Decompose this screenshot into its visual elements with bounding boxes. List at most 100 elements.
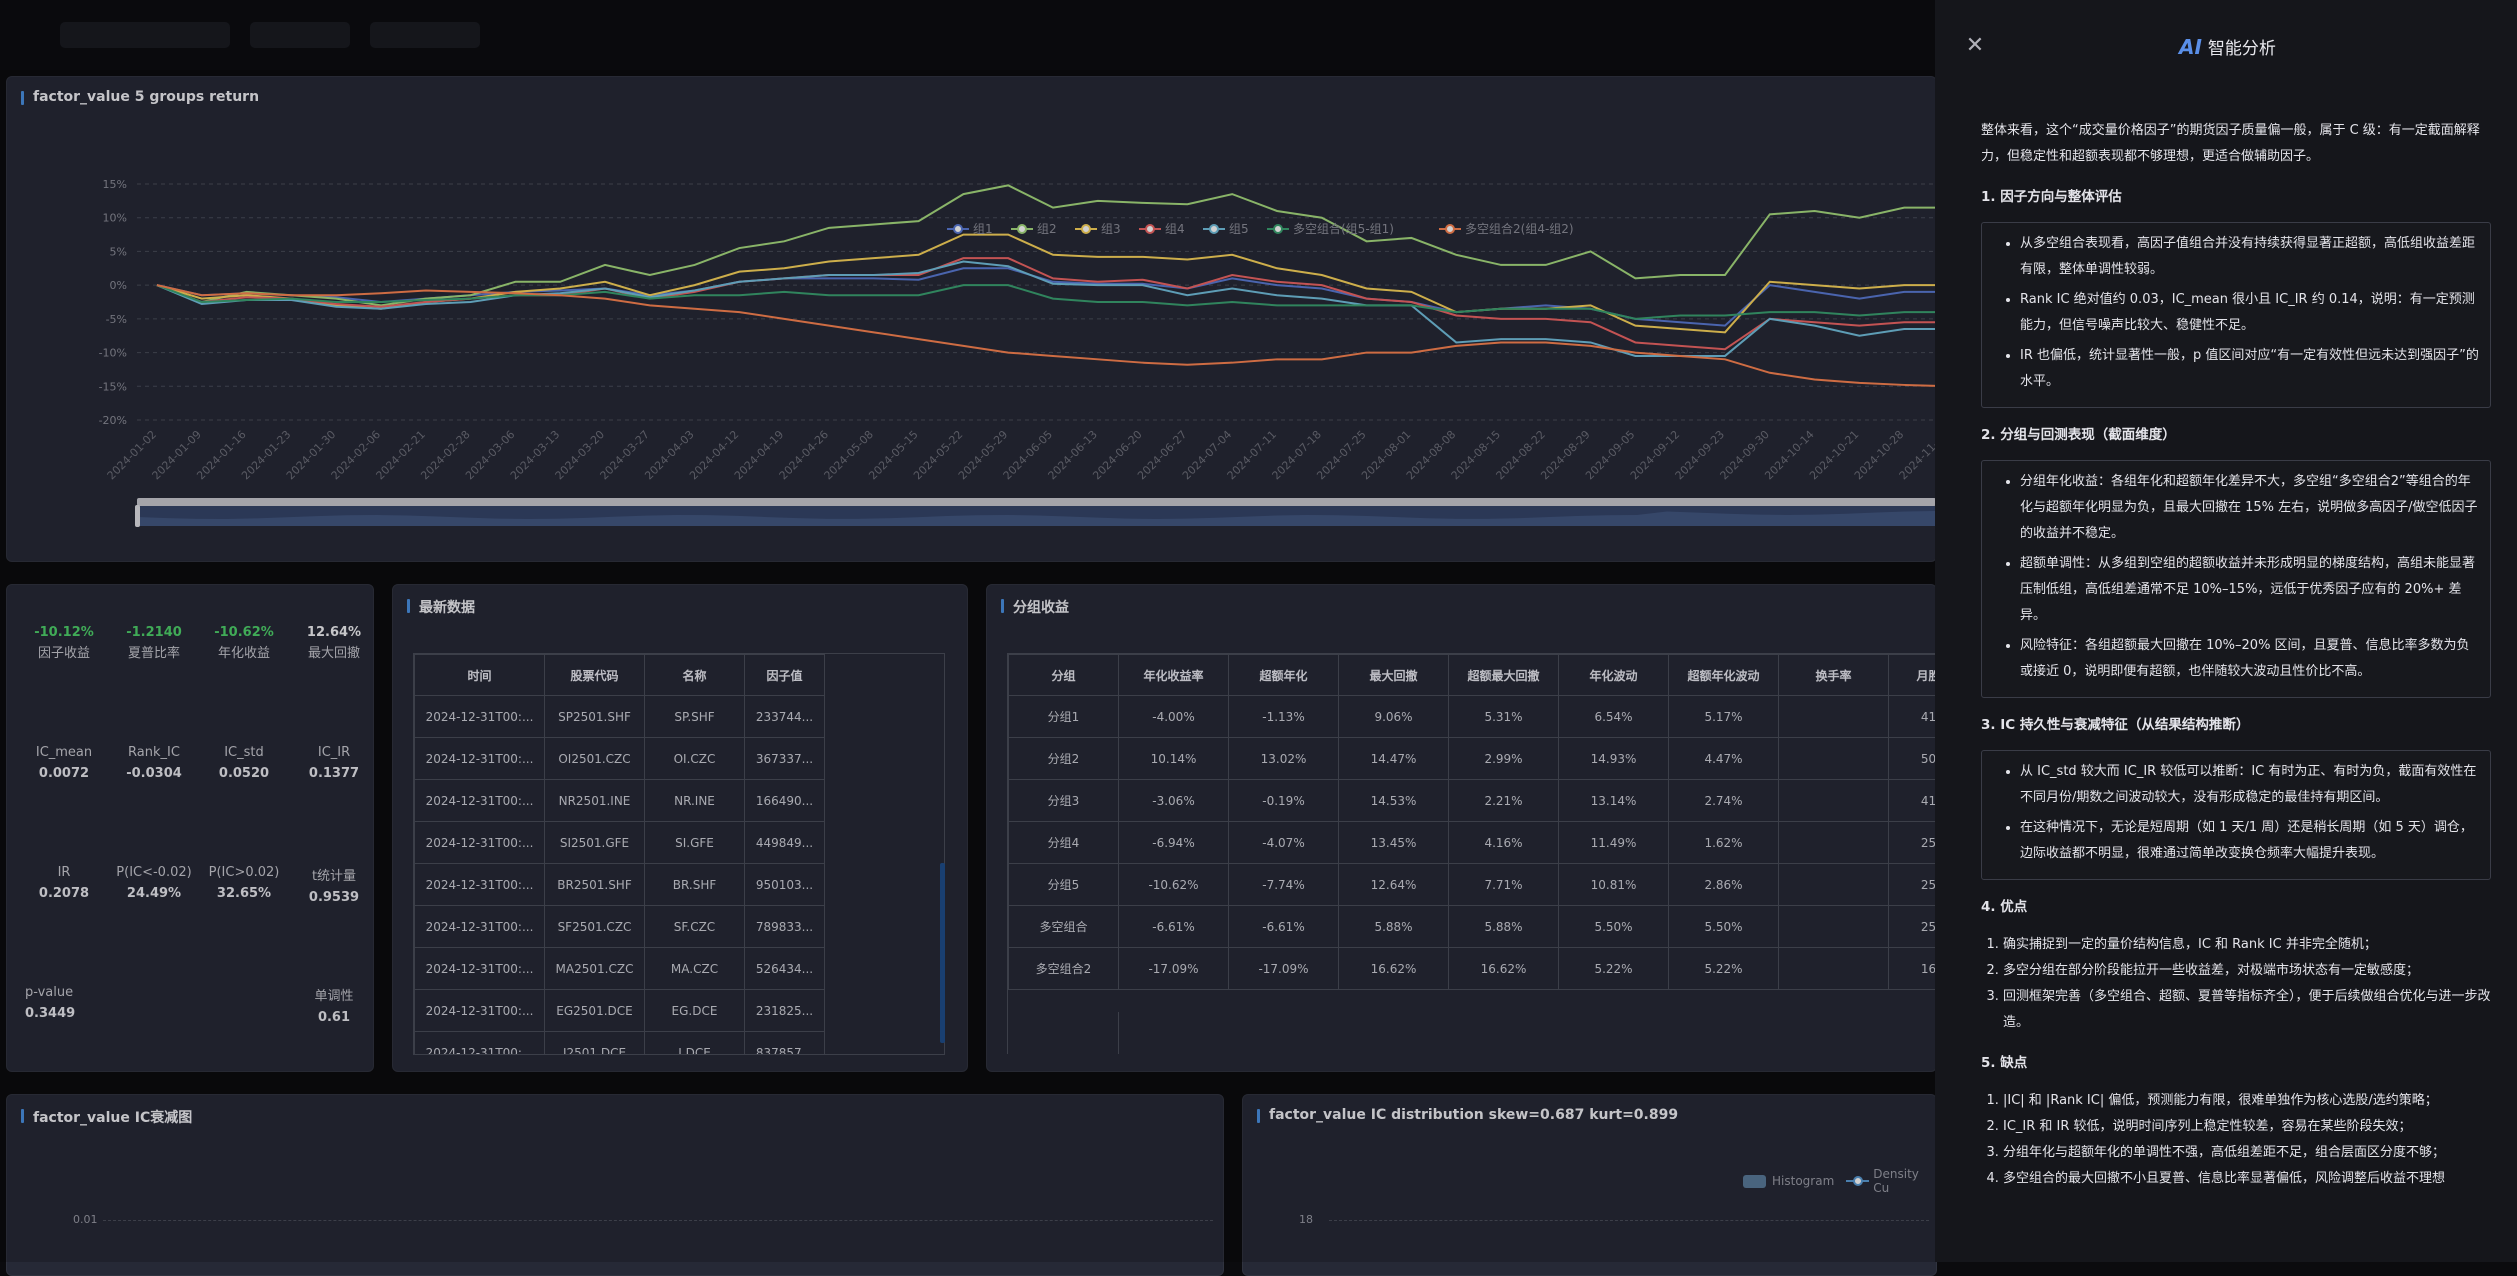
- series-line[interactable]: [156, 284, 1936, 320]
- table-row[interactable]: 2024-12-31T00:... EG2501.DCE EG.DCE 231825.…: [414, 989, 825, 1032]
- table-header-cell[interactable]: 时间: [414, 654, 545, 696]
- table-cell: [1778, 695, 1889, 738]
- drawer-title-text: 智能分析: [2207, 39, 2276, 59]
- table-cell: 2.86%: [1668, 863, 1779, 906]
- table-row[interactable]: 分组1 -4.00% -1.13% 9.06% 5.31% 6.54% 5.17% 41: [1008, 695, 1937, 738]
- legend-marker: [1017, 224, 1027, 234]
- table-row[interactable]: 多空组合 -6.61% -6.61% 5.88% 5.88% 5.50% 5.50% 25: [1008, 905, 1937, 948]
- section-box: 分组年化收益：各组年化和超额年化差异不大，多空组“多空组合2”等组合的年化与超额…: [1981, 460, 2491, 698]
- analysis-list-item: 分组年化收益：各组年化和超额年化差异不大，多空组“多空组合2”等组合的年化与超额…: [2020, 469, 2482, 547]
- table-header-cell[interactable]: 超额年化: [1228, 654, 1339, 696]
- legend-marker: [1209, 224, 1219, 234]
- metric-label: 夏普比率: [127, 646, 180, 661]
- table-cell: 2.21%: [1448, 779, 1559, 822]
- legend-item[interactable]: 组4: [1139, 222, 1185, 236]
- table-header-cell[interactable]: 股票代码: [544, 654, 645, 696]
- legend-item[interactable]: 组5: [1203, 222, 1249, 236]
- table-header-cell[interactable]: 月胜: [1888, 654, 1937, 696]
- series-line[interactable]: [156, 284, 1936, 387]
- latest-data-panel: 最新数据 时间 股票代码 名称 因子值 2024-12-31T00:... SP2501…: [392, 584, 968, 1072]
- table-row[interactable]: 2024-12-31T00:... NR2501.INE NR.INE 166490.…: [414, 779, 825, 822]
- table-header-cell[interactable]: 超额最大回撤: [1448, 654, 1559, 696]
- table-header-cell[interactable]: 年化波动: [1558, 654, 1669, 696]
- table-cell: [1778, 905, 1889, 948]
- table-header-cell[interactable]: 超额年化波动: [1668, 654, 1779, 696]
- legend-item[interactable]: 组3: [1075, 222, 1121, 236]
- metric-label: IC_IR: [317, 745, 351, 760]
- analysis-list-item: IC_IR 和 IR 较低，说明时间序列上稳定性较差，容易在某些阶段失效；: [2003, 1114, 2491, 1140]
- table-row[interactable]: 2024-12-31T00:... MA2501.CZC MA.CZC 526434.…: [414, 947, 825, 990]
- drawer-header: ✕ AI 智能分析: [1935, 0, 2517, 95]
- table-row[interactable]: 多空组合2 -17.09% -17.09% 16.62% 16.62% 5.22% 5.22…: [1008, 947, 1937, 990]
- table-cell: MA2501.CZC: [544, 947, 645, 990]
- table-cell: 16.62%: [1338, 947, 1449, 990]
- table-row[interactable]: 分组5 -10.62% -7.74% 12.64% 7.71% 10.81% 2.86% 25: [1008, 863, 1937, 906]
- series-line[interactable]: [156, 260, 1936, 357]
- table-header-cell[interactable]: 换手率: [1778, 654, 1889, 696]
- legend-item[interactable]: 多空组合2(组4-组2): [1439, 221, 1574, 236]
- table-cell: -6.61%: [1228, 905, 1339, 948]
- latest-data-scrollbar[interactable]: [940, 863, 945, 1043]
- table-header-cell[interactable]: 最大回撤: [1338, 654, 1449, 696]
- group-returns-table: 分组年化收益率超额年化最大回撤超额最大回撤年化波动超额年化波动换手率月胜 分组1…: [1008, 654, 1937, 990]
- latest-data-title: 最新数据: [407, 597, 475, 617]
- metric-label: IR: [57, 865, 71, 880]
- metric-item: p-value 0.3449: [25, 985, 115, 1021]
- table-row[interactable]: 2024-12-31T00:... OI2501.CZC OI.CZC 367337.…: [414, 737, 825, 780]
- returns-line-chart[interactable]: 15%10%5%0%-5%-10%-15%-20%2024-01-022024-…: [7, 77, 1936, 561]
- zoom-slider-preview: [137, 511, 1936, 526]
- table-header-cell[interactable]: 名称: [644, 654, 745, 696]
- table-row[interactable]: 2024-12-31T00:... SF2501.CZC SF.CZC 789833.…: [414, 905, 825, 948]
- ic-dist-title: factor_value IC distribution skew=0.687 …: [1257, 1107, 1678, 1123]
- table-cell: 分组2: [1008, 737, 1119, 780]
- series-line[interactable]: [156, 233, 1936, 334]
- table-cell: 分组3: [1008, 779, 1119, 822]
- table-header-cell[interactable]: 因子值: [744, 654, 825, 696]
- close-icon[interactable]: ✕: [1965, 33, 1985, 58]
- table-cell: 16: [1888, 947, 1937, 990]
- metric-value: 0.0072: [38, 766, 90, 781]
- table-cell: 16.62%: [1448, 947, 1559, 990]
- table-row[interactable]: 分组4 -6.94% -4.07% 13.45% 4.16% 11.49% 1.62% 25: [1008, 821, 1937, 864]
- table-cell: 5.17%: [1668, 695, 1779, 738]
- table-cell: 多空组合2: [1008, 947, 1119, 990]
- table-header-cell[interactable]: 分组: [1008, 654, 1119, 696]
- legend-label: 组4: [1165, 222, 1185, 236]
- table-row[interactable]: 2024-12-31T00:... SI2501.GFE SI.GFE 449849.…: [414, 821, 825, 864]
- table-row[interactable]: 2024-12-31T00:... BR2501.SHF BR.SHF 950103.…: [414, 863, 825, 906]
- y-tick-label: -5%: [106, 313, 127, 326]
- legend-label: 组1: [973, 222, 993, 236]
- table-cell: MA.CZC: [644, 947, 745, 990]
- latest-data-table-wrap[interactable]: 时间 股票代码 名称 因子值 2024-12-31T00:... SP2501.SHF S…: [413, 653, 945, 1055]
- analysis-list-item: 多空分组在部分阶段能拉开一些收益差，对极端市场状态有一定敏感度；: [2003, 958, 2491, 984]
- table-cell: 950103...: [744, 863, 825, 906]
- zoom-slider-handlebar[interactable]: [137, 498, 1936, 506]
- table-row[interactable]: 分组3 -3.06% -0.19% 14.53% 2.21% 13.14% 2.74% 41: [1008, 779, 1937, 822]
- ic-decay-title: factor_value IC衰减图: [21, 1107, 192, 1127]
- table-row[interactable]: 2024-12-31T00:... I2501.DCE I.DCE 837857...: [414, 1031, 825, 1054]
- series-line[interactable]: [156, 184, 1936, 307]
- table-cell: 837857...: [744, 1031, 825, 1054]
- table-cell: -6.94%: [1118, 821, 1229, 864]
- zoom-handle-left[interactable]: [135, 505, 140, 527]
- metric-item: IR 0.2078: [19, 865, 109, 901]
- metric-value: 0.9539: [308, 890, 360, 905]
- section-heading: 2. 分组与回测表现（截面维度）: [1981, 427, 2176, 443]
- group-returns-panel: 分组收益 分组 年化收益率 超额年化 最大回撤 超额最大回撤 年化波动 超额年化波动 换手率月…: [986, 584, 1937, 1072]
- legend-item[interactable]: 组2: [1011, 222, 1057, 236]
- metric-value: -1.2140: [126, 625, 182, 640]
- section-heading: 5. 缺点: [1981, 1055, 2028, 1071]
- table-cell: 13.14%: [1558, 779, 1669, 822]
- table-cell: 25: [1888, 821, 1937, 864]
- table-cell: NR.INE: [644, 779, 745, 822]
- ic-dist-legend[interactable]: Histogram Density Cu: [1743, 1167, 1936, 1195]
- metric-value: 0.2078: [38, 886, 90, 901]
- legend-item[interactable]: 多空组合(组5-组1): [1267, 221, 1394, 236]
- group-returns-table-wrap[interactable]: 分组年化收益率超额年化最大回撤超额最大回撤年化波动超额年化波动换手率月胜 分组1…: [1007, 653, 1937, 1054]
- table-header-cell[interactable]: 年化收益率: [1118, 654, 1229, 696]
- table-cell: 5.88%: [1338, 905, 1449, 948]
- table-row[interactable]: 分组2 10.14% 13.02% 14.47% 2.99% 14.93% 4.47% 50: [1008, 737, 1937, 780]
- table-row[interactable]: 2024-12-31T00:... SP2501.SHF SP.SHF 233744.…: [414, 695, 825, 738]
- table-cell: 5.88%: [1448, 905, 1559, 948]
- legend-item[interactable]: 组1: [947, 222, 993, 236]
